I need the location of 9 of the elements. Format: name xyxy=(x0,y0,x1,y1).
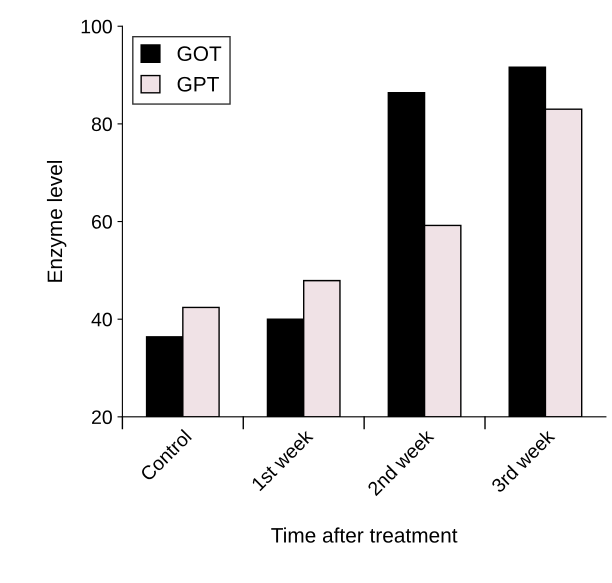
x-axis-title: Time after treatment xyxy=(271,527,458,543)
y-tick-label: 80 xyxy=(92,117,112,132)
y-tick-label: 100 xyxy=(82,20,112,34)
y-tick-label: 40 xyxy=(92,312,112,326)
y-tick-label: 20 xyxy=(92,410,112,424)
legend-label: GPT xyxy=(178,76,219,92)
legend-label: GOT xyxy=(178,46,222,62)
y-tick-label: 60 xyxy=(92,215,112,229)
y-axis-title: Enzyme level xyxy=(46,160,66,282)
